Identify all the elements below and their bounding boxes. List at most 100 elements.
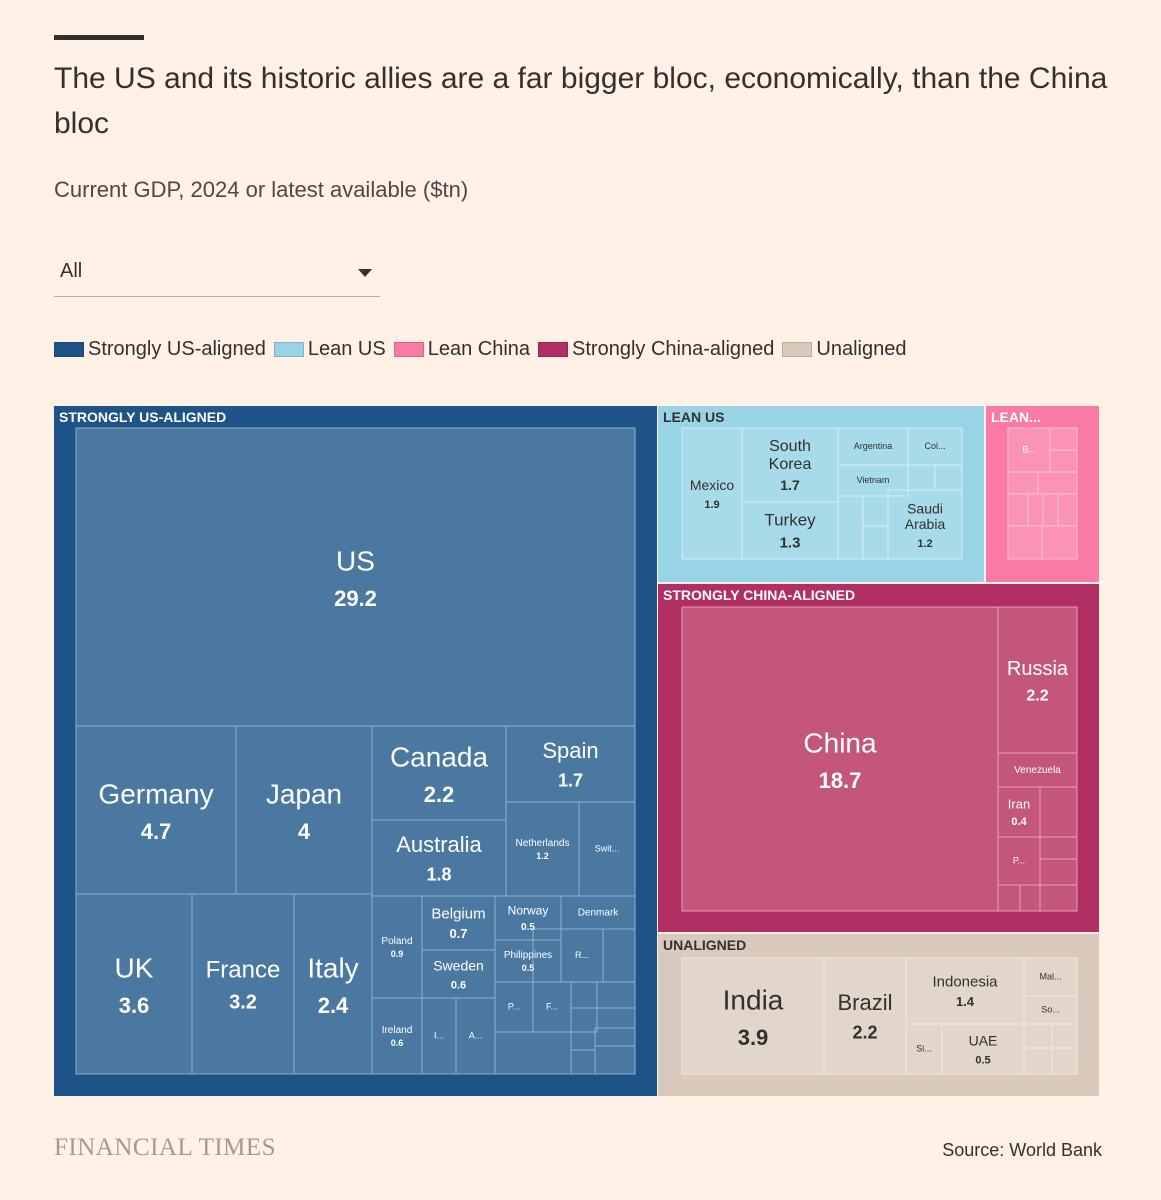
cell-p xyxy=(997,836,1041,886)
dropdown-selected-value: All xyxy=(60,260,83,282)
cell-value-philippines: 0.5 xyxy=(522,963,535,973)
cell-value-belgium: 0.7 xyxy=(449,926,467,941)
cell-r xyxy=(560,928,604,983)
cell-value-sweden: 0.6 xyxy=(451,980,466,992)
legend-item-strongly-us: Strongly US-aligned xyxy=(54,338,266,361)
cell-label-turkey: Turkey xyxy=(764,510,816,529)
cell-label-col: Col... xyxy=(924,441,945,451)
cell-label-swit: Swit... xyxy=(595,844,620,854)
cell-label-italy: Italy xyxy=(307,952,358,983)
cell-turkey xyxy=(741,501,839,560)
cell-label-indonesia: Indonesia xyxy=(932,974,998,991)
cell-value-mexico: 1.9 xyxy=(704,499,719,511)
cell-value-india: 3.9 xyxy=(738,1025,769,1050)
group-label-unaligned: UNALIGNED xyxy=(663,937,746,953)
chart-title: The US and its historic allies are a far… xyxy=(54,62,1108,140)
cell-label-b: B... xyxy=(1022,445,1036,455)
cell-si xyxy=(905,1023,943,1075)
cell-value-netherlands: 1.2 xyxy=(536,851,549,861)
cell-label-ireland: Ireland xyxy=(382,1025,413,1036)
cell-value-france: 3.2 xyxy=(229,991,257,1013)
cell-label-japan: Japan xyxy=(266,778,342,809)
cell-col xyxy=(907,427,963,466)
cell-f xyxy=(532,981,572,1033)
cell-label-india: India xyxy=(723,984,784,1015)
cell-value-brazil: 2.2 xyxy=(852,1022,877,1042)
treemap-subcell xyxy=(1041,525,1078,560)
group-label-lean-us: LEAN US xyxy=(663,409,724,425)
group-label-strongly-china-aligned: STRONGLY CHINA-ALIGNED xyxy=(663,587,855,603)
cell-a xyxy=(455,997,496,1075)
chevron-down-icon xyxy=(358,269,372,277)
treemap-subcell xyxy=(1051,1047,1078,1075)
cell-saudi-arabia xyxy=(887,489,963,560)
cell-value-italy: 2.4 xyxy=(318,993,349,1018)
cell-label-us: US xyxy=(336,545,375,576)
cell-label-i: I... xyxy=(434,1031,444,1041)
cell-value-uae: 0.5 xyxy=(975,1055,990,1067)
legend: Strongly US-aligned Lean US Lean China S… xyxy=(54,338,914,361)
cell-label-norway: Norway xyxy=(508,904,549,918)
legend-label: Strongly China-aligned xyxy=(572,338,775,360)
legend-item-lean-china: Lean China xyxy=(393,338,531,361)
cell-value-poland: 0.9 xyxy=(391,949,404,959)
top-rule xyxy=(54,35,144,40)
cell-label-russia: Russia xyxy=(1007,658,1069,680)
cell-label-saudi-arabia: Saudi xyxy=(907,500,943,516)
group-inner-unaligned xyxy=(682,958,1077,1074)
cell-label-p: P... xyxy=(508,1002,520,1012)
cell-label-vietnam: Vietnam xyxy=(857,475,890,485)
cell-value-germany: 4.7 xyxy=(141,819,172,844)
cell-value-indonesia: 1.4 xyxy=(956,994,975,1009)
legend-swatch xyxy=(538,342,569,357)
cell-label-argentina: Argentina xyxy=(854,441,893,451)
legend-item-lean-us: Lean US xyxy=(273,338,386,361)
cell-value-south-korea: 1.7 xyxy=(780,477,800,493)
cell-value-canada: 2.2 xyxy=(424,782,455,807)
cell-value-saudi-arabia: 1.2 xyxy=(917,538,932,550)
group-inner-strongly-us-aligned xyxy=(76,428,635,1074)
cell-label-south-korea: Korea xyxy=(769,456,812,473)
cell-label-so: So... xyxy=(1041,1005,1060,1015)
treemap-subcell xyxy=(594,1045,636,1075)
cell-label-a: A... xyxy=(469,1031,483,1041)
legend-swatch xyxy=(782,342,813,357)
cell-value-iran: 0.4 xyxy=(1011,816,1027,828)
group-label-strongly-us-aligned: STRONGLY US-ALIGNED xyxy=(59,409,226,425)
legend-swatch xyxy=(54,342,84,357)
cell-label-france: France xyxy=(206,956,281,983)
group-inner-lean-us xyxy=(682,428,962,559)
cell-value-norway: 0.5 xyxy=(521,922,535,933)
cell-value-japan: 4 xyxy=(298,819,311,844)
cell-label-iran: Iran xyxy=(1008,796,1030,811)
cell-label-p: P... xyxy=(1013,856,1025,866)
cell-label-spain: Spain xyxy=(542,738,598,763)
cell-label-saudi-arabia: Arabia xyxy=(905,516,946,532)
cell-label-r: R... xyxy=(575,950,589,960)
cell-value-turkey: 1.3 xyxy=(780,534,801,551)
cell-value-spain: 1.7 xyxy=(558,770,583,790)
bloc-filter-dropdown[interactable]: All xyxy=(54,254,380,297)
cell-value-australia: 1.8 xyxy=(426,864,451,884)
cell-label-philippines: Philippines xyxy=(504,950,552,961)
cell-label-uae: UAE xyxy=(969,1033,998,1049)
cell-label-china: China xyxy=(803,727,877,758)
cell-label-netherlands: Netherlands xyxy=(516,838,570,849)
cell-value-ireland: 0.6 xyxy=(391,1038,404,1048)
cell-label-venezuela: Venezuela xyxy=(1014,765,1061,776)
cell-label-germany: Germany xyxy=(98,778,213,809)
ft-logo: FINANCIAL TIMES xyxy=(54,1134,277,1161)
cell-so xyxy=(1023,995,1078,1025)
cell-value-us: 29.2 xyxy=(334,586,377,611)
chart-subtitle: Current GDP, 2024 or latest available ($… xyxy=(54,177,469,202)
cell-value-russia: 2.2 xyxy=(1026,688,1048,705)
legend-label: Lean US xyxy=(307,338,386,360)
cell-label-sweden: Sweden xyxy=(433,958,484,974)
legend-swatch xyxy=(273,342,304,357)
cell-value-uk: 3.6 xyxy=(119,993,150,1018)
cell-label-australia: Australia xyxy=(396,832,482,857)
cell-label-brazil: Brazil xyxy=(837,990,892,1015)
legend-label: Lean China xyxy=(427,338,531,360)
cell-label-canada: Canada xyxy=(390,741,489,772)
